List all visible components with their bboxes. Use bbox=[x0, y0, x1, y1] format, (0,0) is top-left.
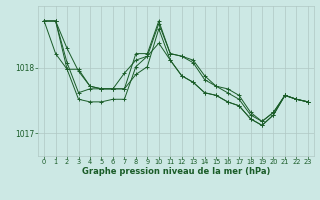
X-axis label: Graphe pression niveau de la mer (hPa): Graphe pression niveau de la mer (hPa) bbox=[82, 167, 270, 176]
